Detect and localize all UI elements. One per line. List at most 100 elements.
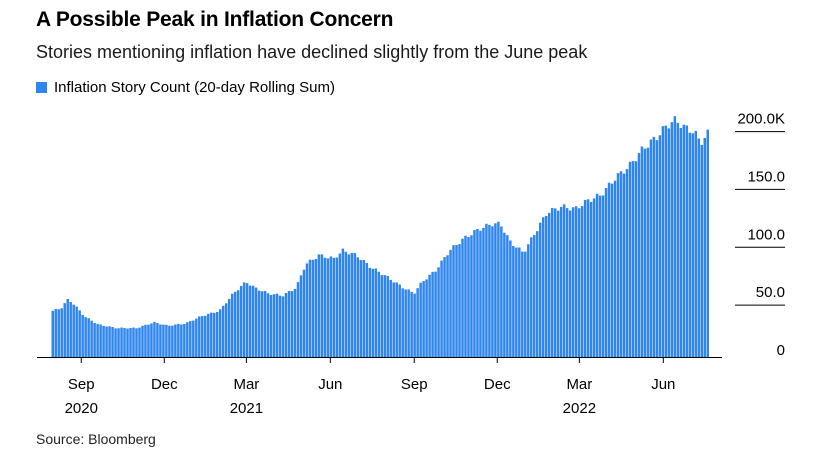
bar bbox=[54, 309, 57, 357]
bar bbox=[545, 215, 548, 357]
bar bbox=[449, 249, 452, 357]
bar bbox=[655, 140, 659, 357]
bar bbox=[446, 255, 449, 357]
bar bbox=[239, 285, 243, 357]
bar bbox=[637, 153, 641, 357]
bar bbox=[204, 315, 207, 357]
bar bbox=[383, 275, 386, 357]
bar bbox=[278, 295, 282, 357]
bar bbox=[242, 282, 246, 357]
bar bbox=[661, 126, 665, 357]
bar bbox=[470, 235, 473, 357]
bar bbox=[207, 313, 210, 357]
x-tick-year-label: 2021 bbox=[230, 400, 263, 417]
bar bbox=[598, 195, 602, 357]
bar bbox=[631, 161, 635, 357]
bar bbox=[174, 324, 177, 357]
bar bbox=[380, 275, 383, 357]
bar bbox=[350, 252, 354, 357]
bar bbox=[428, 274, 431, 357]
bar bbox=[335, 257, 339, 357]
bar bbox=[257, 290, 261, 357]
bar bbox=[485, 223, 488, 357]
bar bbox=[706, 129, 709, 357]
bar bbox=[177, 323, 180, 357]
bar bbox=[105, 326, 108, 357]
bar bbox=[589, 201, 593, 357]
bar bbox=[577, 208, 581, 357]
bar bbox=[476, 228, 479, 357]
bar bbox=[649, 139, 653, 357]
bar bbox=[332, 257, 336, 357]
bar bbox=[580, 206, 584, 357]
bar bbox=[553, 208, 557, 357]
bar bbox=[96, 323, 99, 357]
chart-subtitle: Stories mentioning inflation have declin… bbox=[36, 42, 588, 62]
bar bbox=[700, 145, 704, 357]
bar bbox=[467, 237, 470, 357]
bar bbox=[670, 122, 674, 358]
bar bbox=[565, 208, 569, 357]
bar bbox=[461, 238, 464, 357]
bar bbox=[479, 230, 482, 357]
bar bbox=[607, 182, 611, 357]
x-tick-label: Jun bbox=[318, 376, 342, 393]
bar bbox=[392, 282, 395, 357]
bar bbox=[284, 292, 288, 357]
bar bbox=[377, 271, 380, 357]
bar bbox=[368, 267, 372, 357]
bar bbox=[571, 207, 575, 357]
bar bbox=[694, 130, 698, 357]
bar bbox=[51, 310, 54, 357]
bar bbox=[147, 324, 150, 357]
bar bbox=[180, 324, 183, 357]
bar bbox=[144, 324, 147, 357]
bar bbox=[216, 312, 219, 357]
chart-legend: Inflation Story Count (20-day Rolling Su… bbox=[36, 79, 335, 96]
bar bbox=[619, 171, 623, 357]
bar bbox=[227, 298, 231, 357]
bar bbox=[521, 251, 524, 357]
bar bbox=[443, 257, 446, 357]
bar bbox=[491, 226, 494, 357]
bar bbox=[135, 328, 138, 357]
bar bbox=[473, 230, 476, 357]
bar bbox=[210, 312, 213, 357]
bar bbox=[586, 199, 590, 357]
bar bbox=[497, 221, 500, 357]
bar bbox=[398, 284, 401, 357]
bar bbox=[269, 294, 273, 357]
bar bbox=[527, 244, 530, 357]
bar bbox=[512, 246, 515, 357]
bar bbox=[356, 257, 360, 357]
bar bbox=[168, 325, 171, 357]
y-tick-label: 100.0 bbox=[747, 226, 785, 243]
bar bbox=[413, 293, 416, 357]
bar bbox=[533, 235, 536, 357]
bar bbox=[547, 212, 551, 357]
bar bbox=[401, 288, 404, 357]
bar bbox=[664, 125, 668, 357]
bar bbox=[464, 235, 467, 357]
bar bbox=[156, 323, 159, 357]
bar bbox=[90, 320, 93, 357]
bar bbox=[371, 268, 375, 357]
bar bbox=[431, 271, 434, 357]
bar bbox=[260, 291, 264, 357]
bar bbox=[595, 193, 599, 357]
bar bbox=[287, 291, 291, 357]
bar bbox=[311, 259, 315, 357]
bar bbox=[129, 327, 132, 357]
y-tick-label: 200.0K bbox=[737, 111, 785, 128]
bar bbox=[616, 173, 620, 357]
bar bbox=[395, 282, 398, 357]
bar bbox=[102, 325, 105, 357]
bar bbox=[437, 267, 440, 357]
bar bbox=[386, 275, 389, 357]
bar bbox=[652, 136, 656, 357]
bar bbox=[72, 304, 75, 357]
bar bbox=[195, 318, 198, 357]
bar bbox=[530, 237, 533, 357]
chart-title: A Possible Peak in Inflation Concern bbox=[36, 8, 394, 31]
bar bbox=[272, 294, 276, 357]
